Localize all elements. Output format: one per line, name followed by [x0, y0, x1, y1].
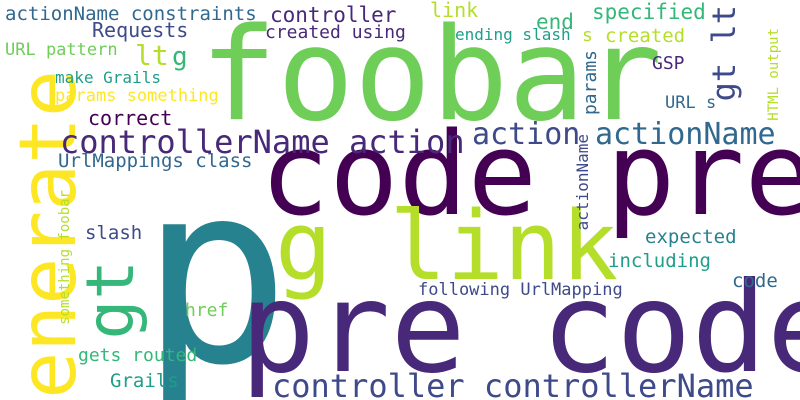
word-controller-controllername: controller controllerName — [272, 367, 754, 400]
word-params: params — [580, 50, 601, 116]
word-controller: controller — [270, 3, 397, 27]
word-make-grails: make Grails — [55, 68, 161, 87]
word-code-pre: code pre — [260, 108, 800, 242]
word-urlmappings-class: UrlMappings class — [58, 150, 253, 172]
word-following-urlmapping: following UrlMapping — [418, 280, 623, 300]
word-url-s: URL s — [665, 93, 717, 113]
word-g-link: g link — [275, 192, 619, 302]
word-gt-lt: gt lt — [705, 5, 743, 102]
word-end: end — [536, 10, 574, 34]
word-created: created — [605, 25, 686, 47]
word-actionname: actionName — [595, 117, 776, 152]
word-p: p — [140, 129, 291, 400]
word-specified: specified — [592, 0, 706, 24]
word-gets-routed: gets routed — [78, 345, 198, 366]
word-actionname-vertical: actionName — [573, 134, 592, 231]
word-code: code — [732, 270, 778, 292]
word-s: s — [582, 25, 593, 46]
word-created-using: created using — [265, 22, 406, 43]
word-generate: generate — [4, 70, 94, 400]
word-expected: expected — [645, 226, 737, 248]
word-lt: lt — [135, 39, 169, 72]
word-correct: correct — [88, 106, 173, 130]
word-g: g — [172, 42, 188, 72]
word-slash: slash — [85, 222, 143, 244]
word-gsp: GSP — [652, 53, 685, 74]
word-controllername-action: controllerName action — [60, 123, 465, 161]
word-pre-code: pre code — [240, 256, 800, 400]
word-foobar: foobar — [200, 1, 663, 150]
word-ending-slash: ending slash — [455, 25, 571, 44]
word-grails: Grails — [110, 370, 179, 392]
word-actionname-constraints: actionName constraints — [5, 3, 257, 25]
word-html-output: HTML output — [766, 28, 782, 121]
word-gt: gt — [72, 260, 149, 340]
word-something-foobar: something foobar — [57, 190, 73, 325]
word-link: link — [430, 0, 479, 22]
word-url-pattern: URL pattern — [5, 40, 118, 60]
word-action: action — [472, 117, 581, 152]
word-including: including — [608, 250, 711, 272]
word-href: href — [185, 300, 229, 321]
word-requests: Requests — [92, 18, 189, 42]
word-params-something: params something — [55, 86, 219, 106]
